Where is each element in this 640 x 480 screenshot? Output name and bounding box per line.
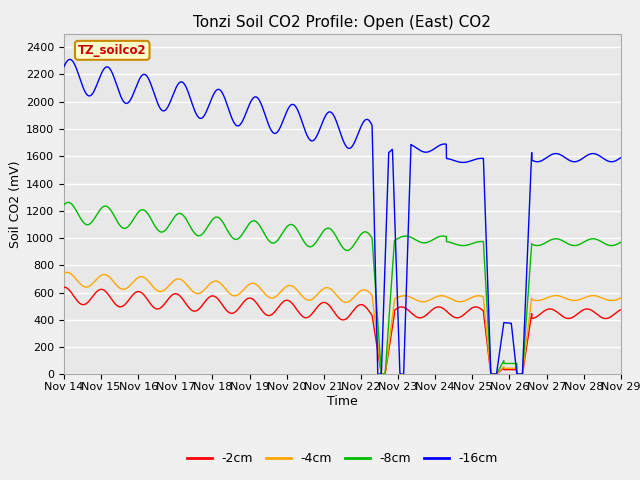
- Title: Tonzi Soil CO2 Profile: Open (East) CO2: Tonzi Soil CO2 Profile: Open (East) CO2: [193, 15, 492, 30]
- Legend: -2cm, -4cm, -8cm, -16cm: -2cm, -4cm, -8cm, -16cm: [182, 447, 503, 470]
- X-axis label: Time: Time: [327, 395, 358, 408]
- Text: TZ_soilco2: TZ_soilco2: [78, 44, 147, 57]
- Y-axis label: Soil CO2 (mV): Soil CO2 (mV): [9, 160, 22, 248]
